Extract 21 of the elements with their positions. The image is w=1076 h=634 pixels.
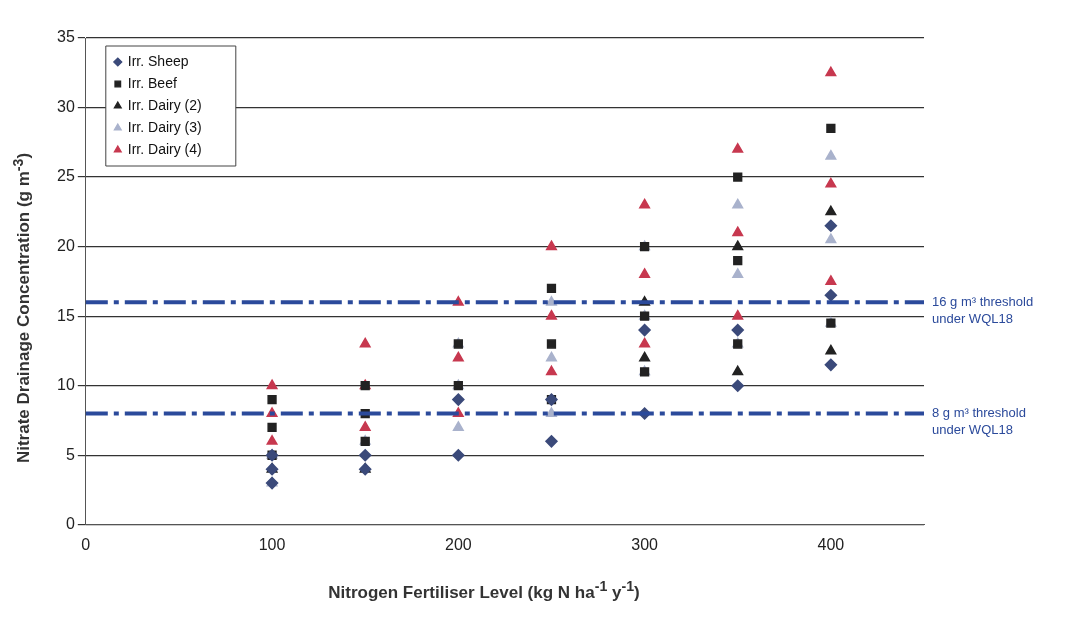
legend-label: Irr. Sheep [127,52,189,69]
y-tick-label: 0 [65,515,75,533]
y-tick-label: 20 [57,237,75,255]
x-tick-label: 200 [444,535,472,553]
legend-label: Irr. Beef [127,74,177,91]
y-tick-label: 5 [65,445,75,463]
ref-line-label: 16 g m³ threshold under WQL18 [932,293,1034,326]
y-tick-label: 15 [57,306,75,324]
legend-label: Irr. Dairy (3) [127,118,202,135]
legend-label: Irr. Dairy (4) [127,140,202,157]
y-tick-label: 30 [57,97,75,115]
legend-label: Irr. Dairy (2) [127,96,202,113]
ref-line-label: 8 g m³ threshold under WQL18 [932,405,1026,438]
x-tick-label: 300 [631,535,659,553]
y-tick-label: 35 [57,28,75,46]
y-tick-label: 25 [57,167,75,185]
x-tick-label: 100 [258,535,286,553]
x-axis-title: Nitrogen Fertiliser Level (kg N ha$^{-1}$ y$^{-1}$) [327,578,641,603]
x-tick-label: 0 [81,535,91,553]
y-tick-label: 10 [57,376,75,394]
x-tick-label: 400 [817,535,845,553]
